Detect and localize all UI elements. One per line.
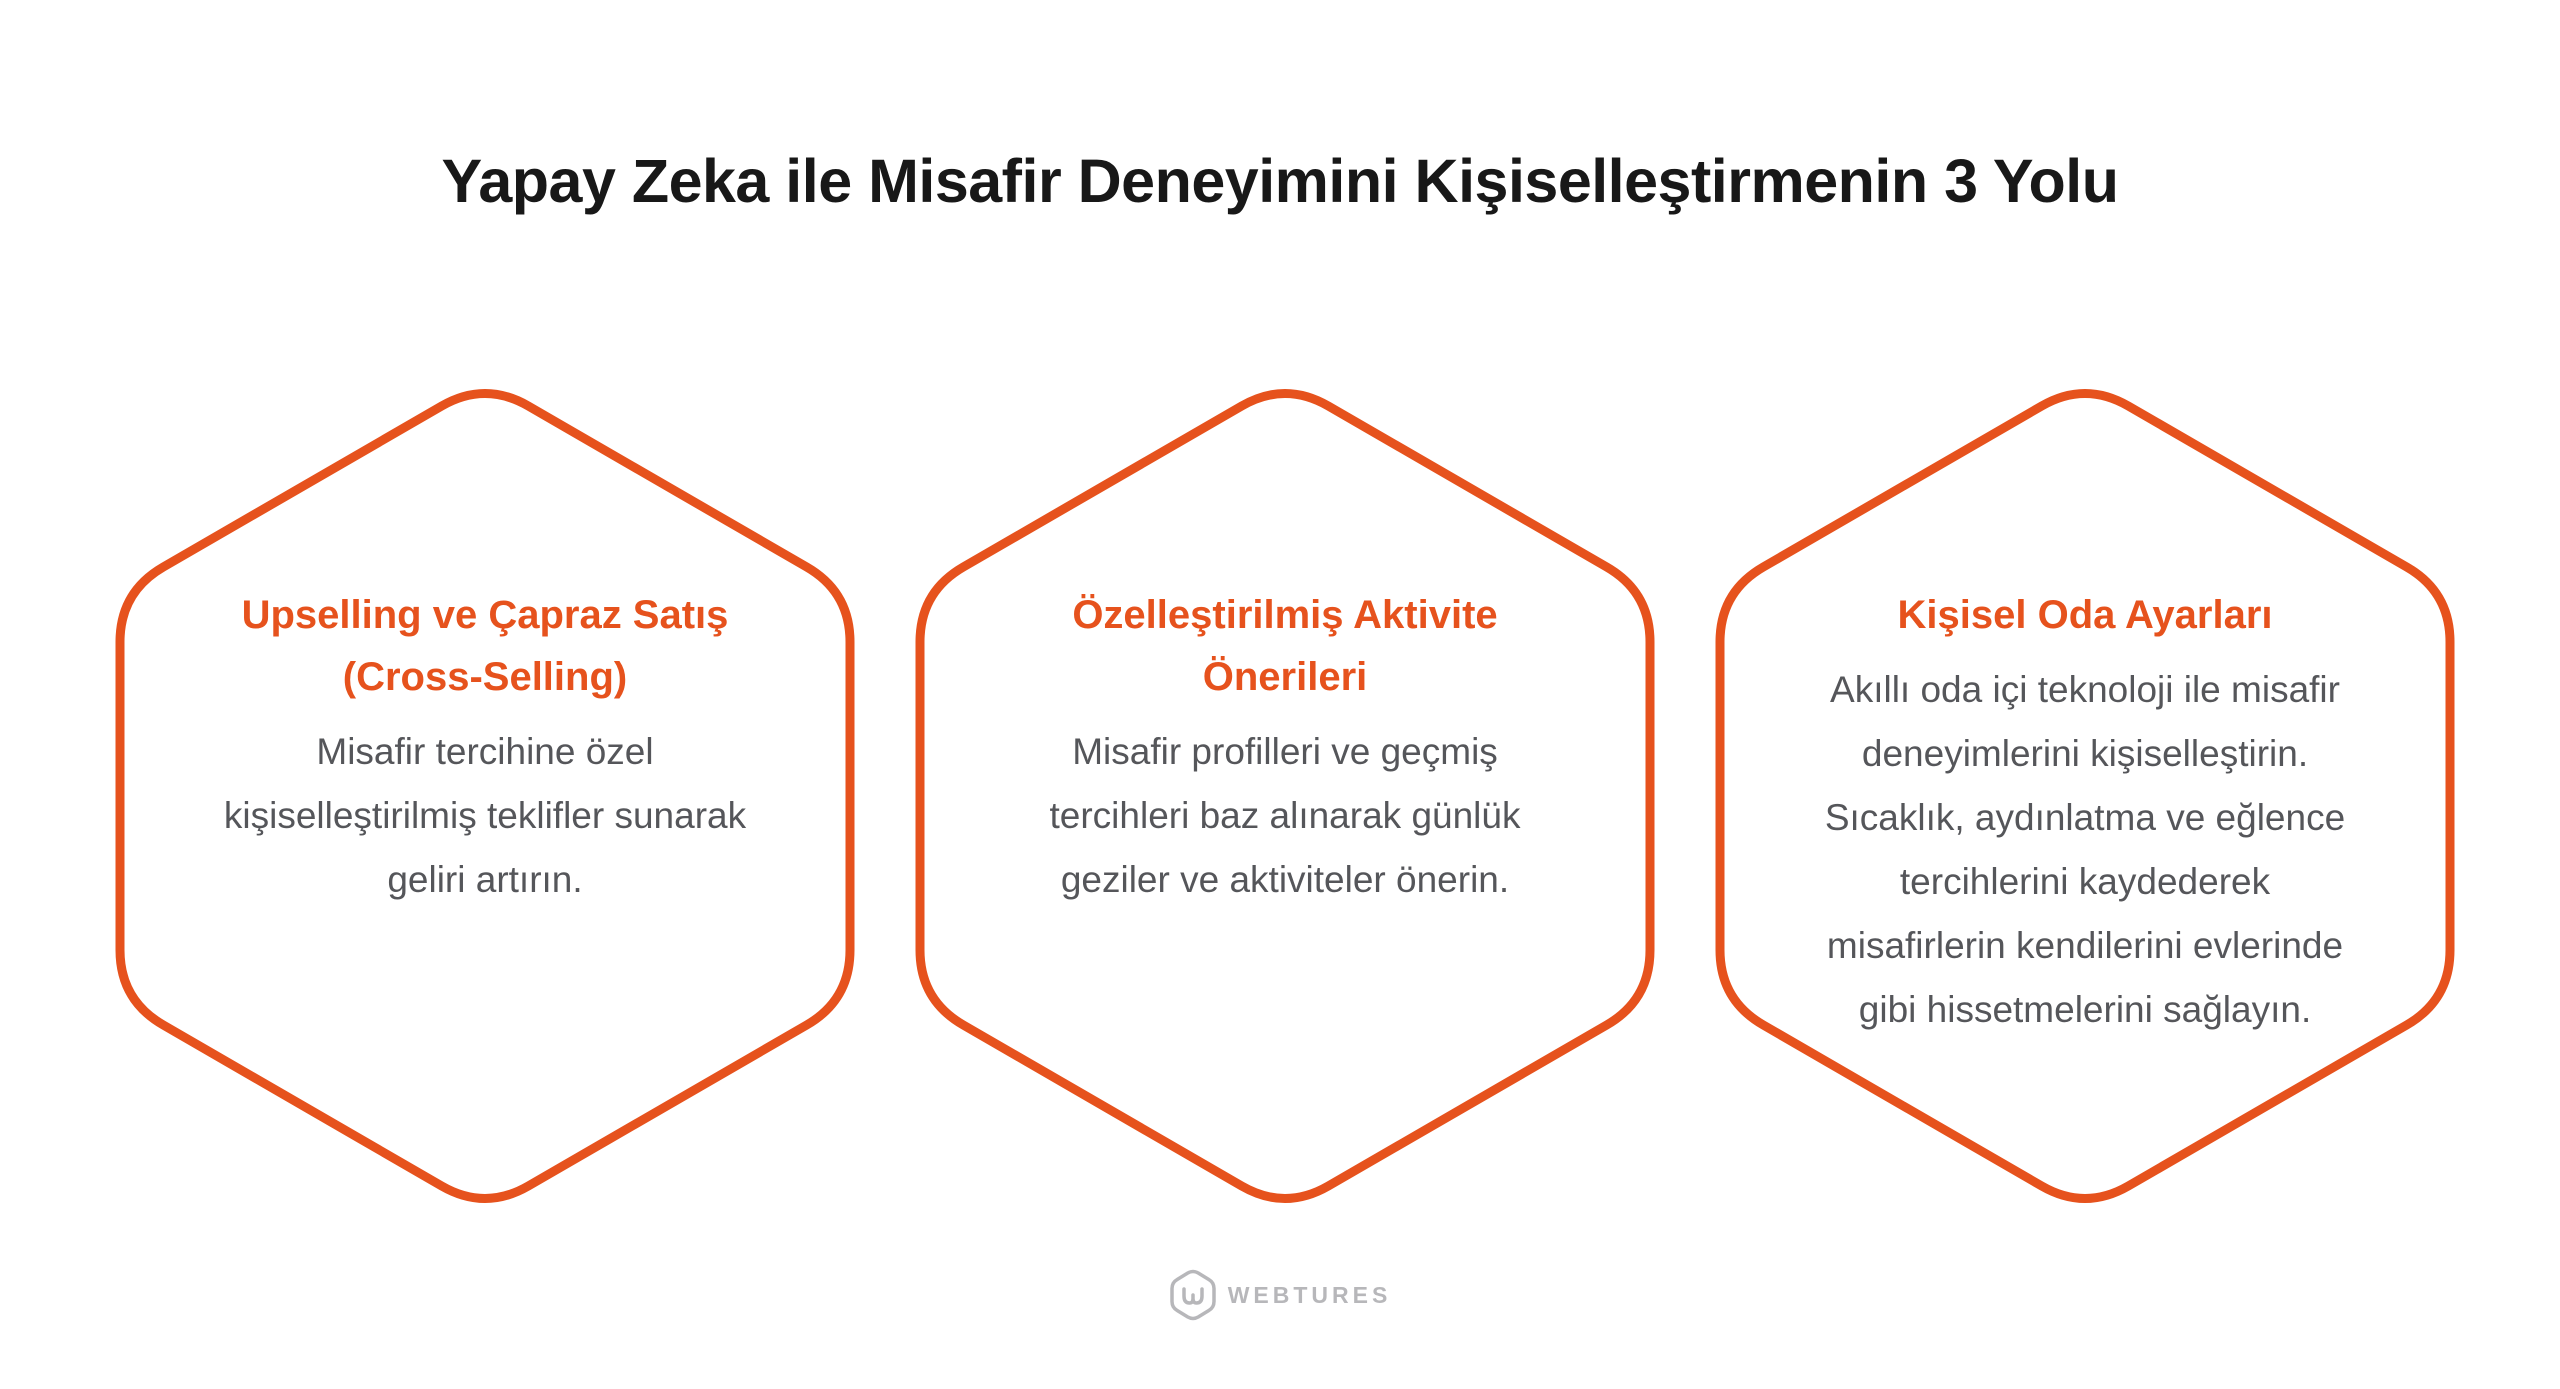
card-heading-line: Özelleştirilmiş Aktivite [1072, 593, 1498, 637]
card-body: Misafir tercihine özel kişiselleştirilmi… [185, 720, 785, 912]
card-body-line: Misafir tercihine özel [316, 731, 654, 772]
hex-content: Upselling ve Çapraz Satış (Cross-Selling… [185, 584, 785, 912]
card-heading: Özelleştirilmiş Aktivite Önerileri [985, 584, 1585, 708]
page-title: Yapay Zeka ile Misafir Deneyimini Kişise… [441, 147, 2119, 215]
hex-content: Özelleştirilmiş Aktivite Önerileri Misaf… [985, 584, 1585, 912]
card-body-line: gibi hissetmelerini sağlayın. [1858, 989, 2312, 1030]
card-body: Akıllı oda içi teknoloji ile misafir den… [1785, 658, 2385, 1042]
card-heading: Upselling ve Çapraz Satış (Cross-Selling… [185, 584, 785, 708]
card-body-line: misafirlerin kendilerini evlerinde [1826, 925, 2344, 966]
card-body-line: geziler ve aktiviteler önerin. [1060, 859, 1510, 900]
hex-card-room-settings: Kişisel Oda Ayarları Akıllı oda içi tekn… [1713, 374, 2457, 1218]
hex-card-upselling: Upselling ve Çapraz Satış (Cross-Selling… [113, 374, 857, 1218]
card-heading-line: Önerileri [1202, 655, 1368, 699]
hexagon-outline [1715, 389, 2455, 1203]
card-heading-line: Upselling ve Çapraz Satış [241, 593, 729, 637]
card-body-line: kişiselleştirilmiş teklifler sunarak [223, 795, 747, 836]
card-heading-line: (Cross-Selling) [342, 655, 628, 699]
card-heading: Kişisel Oda Ayarları [1785, 584, 2385, 646]
card-body: Misafir profilleri ve geçmiş tercihleri … [985, 720, 1585, 912]
card-body-line: deneyimlerini kişiselleştirin. [1861, 733, 2309, 774]
webtures-logo: WEBTURES [0, 1268, 2560, 1322]
logo-wordmark: WEBTURES [1227, 1281, 1392, 1308]
hex-content: Kişisel Oda Ayarları Akıllı oda içi tekn… [1785, 584, 2385, 1042]
card-heading-line: Kişisel Oda Ayarları [1897, 593, 2273, 637]
card-body-line: tercihlerini kaydederek [1899, 861, 2271, 902]
card-body-line: geliri artırın. [387, 859, 583, 900]
hexagon-w-icon [1169, 1269, 1216, 1321]
card-body-line: Akıllı oda içi teknoloji ile misafir [1830, 669, 2340, 710]
card-body-line: Sıcaklık, aydınlatma ve eğlence [1824, 797, 2346, 838]
hexagon-outline [915, 389, 1655, 1203]
card-body-line: tercihleri baz alınarak günlük [1049, 795, 1521, 836]
hexagon-outline [115, 389, 855, 1203]
hexagon-row: Upselling ve Çapraz Satış (Cross-Selling… [113, 374, 2457, 1218]
card-body-line: Misafir profilleri ve geçmiş [1072, 731, 1498, 772]
hex-card-activity-suggestions: Özelleştirilmiş Aktivite Önerileri Misaf… [913, 374, 1657, 1218]
